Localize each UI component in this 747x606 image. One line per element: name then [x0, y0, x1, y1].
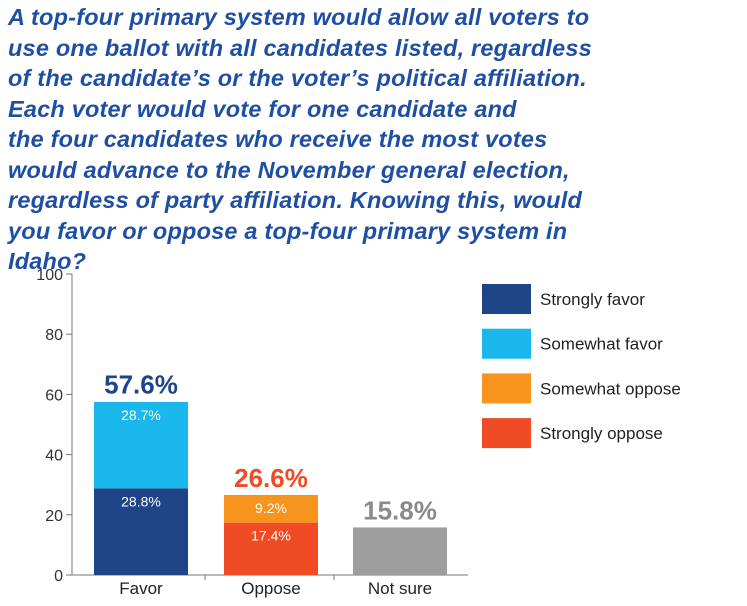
title-line: you favor or oppose a top-four primary s…: [8, 217, 568, 244]
total-label: 15.8%: [363, 495, 437, 525]
y-tick-label: 20: [45, 508, 63, 525]
y-tick-label: 0: [54, 568, 63, 585]
segment-label: 9.2%: [255, 500, 287, 516]
category-label: Favor: [119, 579, 163, 598]
legend-label: Somewhat favor: [540, 335, 663, 354]
title-line: A top-four primary system would allow al…: [8, 4, 590, 30]
legend-swatch: [482, 373, 531, 404]
title-line: of the candidate’s or the voter’s politi…: [8, 65, 587, 91]
bar-segment: [353, 527, 447, 575]
title-line: Each voter would vote for one candidate …: [8, 95, 517, 122]
legend-label: Somewhat oppose: [540, 379, 681, 398]
y-tick-label: 80: [45, 327, 63, 344]
total-label: 26.6%: [234, 463, 308, 493]
title-line: the four candidates who receive the most…: [8, 126, 548, 152]
segment-label: 28.8%: [121, 493, 161, 509]
title-line: Idaho?: [8, 248, 87, 274]
legend-swatch: [482, 418, 531, 449]
bar-segment: [224, 522, 318, 575]
bar-segment: [94, 488, 188, 575]
segment-label: 17.4%: [251, 528, 291, 544]
legend-label: Strongly favor: [540, 290, 645, 309]
title-line: use one ballot with all candidates liste…: [8, 34, 592, 61]
title-line: would advance to the November general el…: [8, 156, 570, 183]
category-label: Oppose: [241, 579, 301, 598]
category-label: Not sure: [368, 579, 432, 598]
bar-segment: [224, 494, 318, 523]
total-label: 57.6%: [104, 370, 178, 400]
title-line: regardless of party affiliation. Knowing…: [8, 187, 583, 213]
segment-label: 28.7%: [121, 407, 161, 423]
legend-label: Strongly oppose: [540, 424, 663, 443]
legend-swatch: [482, 284, 531, 314]
y-tick-label: 60: [45, 387, 63, 404]
bar-segment: [94, 401, 188, 489]
y-tick-label: 40: [45, 448, 63, 465]
legend-swatch: [482, 328, 531, 359]
y-tick-label: 100: [36, 267, 63, 284]
chart-title: A top-four primary system would allow al…: [8, 2, 743, 277]
